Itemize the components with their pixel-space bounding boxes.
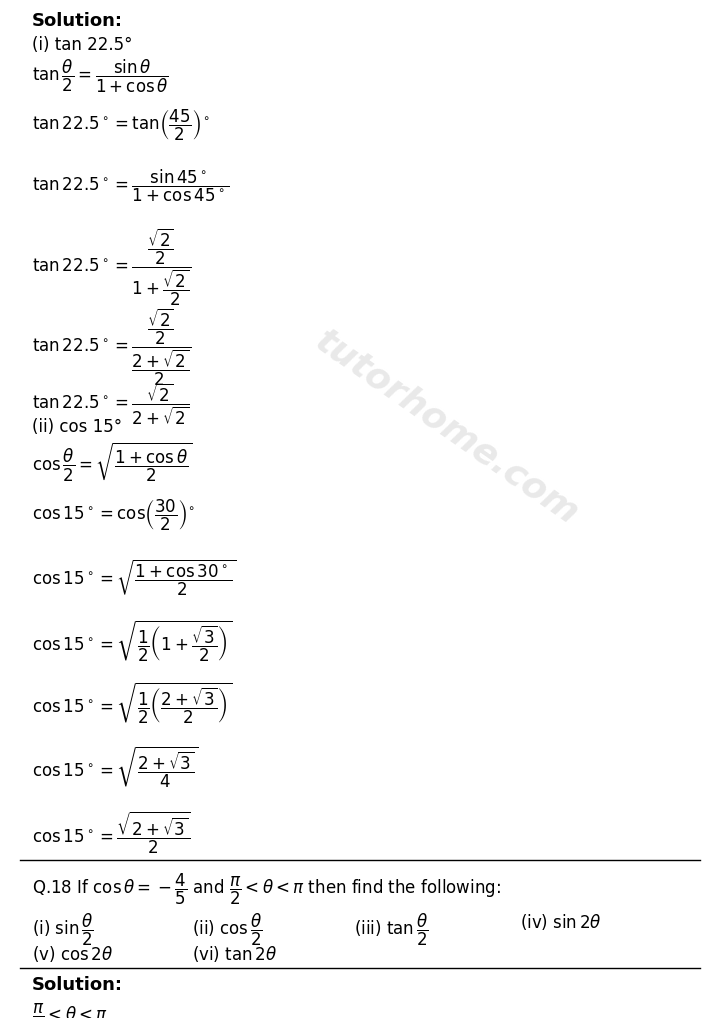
Text: Solution:: Solution:: [32, 976, 123, 994]
Text: $\cos 15^\circ = \cos\!\left(\dfrac{30}{2}\right)^{\!\circ}$: $\cos 15^\circ = \cos\!\left(\dfrac{30}{…: [32, 498, 195, 533]
Text: tutorhome.com: tutorhome.com: [308, 324, 585, 531]
Text: $\cos 15^\circ = \dfrac{\sqrt{2+\sqrt{3}}}{2}$: $\cos 15^\circ = \dfrac{\sqrt{2+\sqrt{3}…: [32, 810, 191, 856]
Text: $\tan 22.5^\circ = \dfrac{\sqrt{2}}{2+\sqrt{2}}$: $\tan 22.5^\circ = \dfrac{\sqrt{2}}{2+\s…: [32, 382, 189, 428]
Text: $\tan 22.5^\circ = \dfrac{\sin 45^\circ}{1+\cos 45^\circ}$: $\tan 22.5^\circ = \dfrac{\sin 45^\circ}…: [32, 168, 229, 205]
Text: (i) tan 22.5°: (i) tan 22.5°: [32, 36, 132, 54]
Text: $\cos\dfrac{\theta}{2} = \sqrt{\dfrac{1+\cos\theta}{2}}$: $\cos\dfrac{\theta}{2} = \sqrt{\dfrac{1+…: [32, 440, 192, 484]
Text: $\tan 22.5^\circ = \dfrac{\,\dfrac{\sqrt{2}}{2}\,}{1+\dfrac{\sqrt{2}}{2}}$: $\tan 22.5^\circ = \dfrac{\,\dfrac{\sqrt…: [32, 226, 192, 307]
Text: (ii) cos 15°: (ii) cos 15°: [32, 418, 122, 436]
Text: $\cos 15^\circ = \sqrt{\dfrac{1}{2}\left(1+\dfrac{\sqrt{3}}{2}\right)}$: $\cos 15^\circ = \sqrt{\dfrac{1}{2}\left…: [32, 618, 233, 664]
Text: $\cos 15^\circ = \sqrt{\dfrac{1+\cos 30^\circ}{2}}$: $\cos 15^\circ = \sqrt{\dfrac{1+\cos 30^…: [32, 558, 236, 599]
Text: Solution:: Solution:: [32, 12, 123, 30]
Text: $\tan 22.5^\circ = \tan\!\left(\dfrac{45}{2}\right)^{\!\circ}$: $\tan 22.5^\circ = \tan\!\left(\dfrac{45…: [32, 108, 210, 144]
Text: $\tan 22.5^\circ = \dfrac{\,\dfrac{\sqrt{2}}{2}\,}{\dfrac{2+\sqrt{2}}{2}}$: $\tan 22.5^\circ = \dfrac{\,\dfrac{\sqrt…: [32, 306, 192, 388]
Text: $\cos 15^\circ = \sqrt{\dfrac{1}{2}\left(\dfrac{2+\sqrt{3}}{2}\right)}$: $\cos 15^\circ = \sqrt{\dfrac{1}{2}\left…: [32, 680, 233, 726]
Text: $\tan\dfrac{\theta}{2} = \dfrac{\sin\theta}{1+\cos\theta}$: $\tan\dfrac{\theta}{2} = \dfrac{\sin\the…: [32, 58, 168, 96]
Text: (iv) $\sin 2\theta$: (iv) $\sin 2\theta$: [520, 912, 602, 932]
Text: $\dfrac{\pi}{2} < \theta < \pi$: $\dfrac{\pi}{2} < \theta < \pi$: [32, 1002, 108, 1018]
Text: (vi) $\tan 2\theta$: (vi) $\tan 2\theta$: [192, 944, 277, 964]
Text: Q.18 If $\cos\theta = -\dfrac{4}{5}$ and $\dfrac{\pi}{2} < \theta < \pi$ then fi: Q.18 If $\cos\theta = -\dfrac{4}{5}$ and…: [32, 872, 501, 907]
Text: (ii) $\cos\dfrac{\theta}{2}$: (ii) $\cos\dfrac{\theta}{2}$: [192, 912, 263, 948]
Text: $\cos 15^\circ = \sqrt{\dfrac{2+\sqrt{3}}{4}}$: $\cos 15^\circ = \sqrt{\dfrac{2+\sqrt{3}…: [32, 744, 199, 790]
Text: (i) $\sin\dfrac{\theta}{2}$: (i) $\sin\dfrac{\theta}{2}$: [32, 912, 94, 948]
Text: (v) $\cos 2\theta$: (v) $\cos 2\theta$: [32, 944, 113, 964]
Text: (iii) $\tan\dfrac{\theta}{2}$: (iii) $\tan\dfrac{\theta}{2}$: [354, 912, 428, 948]
